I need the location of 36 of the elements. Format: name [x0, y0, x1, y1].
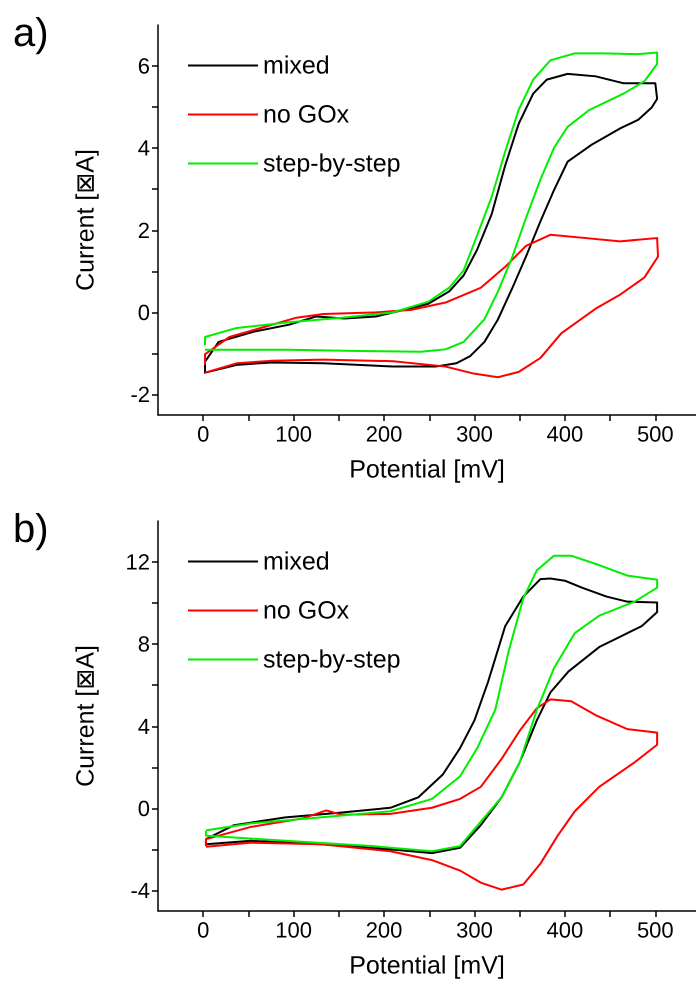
x-tick-label: 100 — [275, 422, 312, 446]
y-tick-label: 12 — [126, 550, 150, 575]
x-axis-title: Potential [mV] — [349, 456, 505, 484]
x-tick-label: 200 — [366, 422, 402, 446]
x-tick-label: 400 — [546, 918, 584, 942]
y-axis-title: Current [⊠A] — [72, 149, 100, 291]
x-tick-label: 0 — [197, 422, 210, 446]
x-tick-label: 500 — [636, 918, 674, 942]
line-series — [204, 234, 660, 378]
legend-label: no GOx — [263, 596, 350, 624]
x-tick-label: 0 — [197, 918, 210, 942]
legend-label: no GOx — [263, 100, 350, 128]
x-tick-label: 400 — [546, 422, 584, 446]
y-tick-label: 0 — [138, 300, 150, 325]
x-tick-label: 100 — [275, 918, 312, 942]
x-axis-title: Potential [mV] — [349, 952, 505, 980]
x-tick-label: 300 — [456, 422, 493, 446]
legend-label: step-by-step — [263, 150, 401, 178]
x-tick-label: 200 — [366, 918, 402, 942]
x-tick-label: 300 — [456, 918, 493, 942]
line-series — [204, 698, 658, 891]
legend-label: mixed — [263, 52, 330, 80]
y-tick-label: 2 — [138, 218, 150, 243]
legend-label: step-by-step — [263, 646, 401, 674]
y-tick-label: 8 — [138, 632, 150, 657]
x-tick-label: 500 — [636, 422, 674, 446]
y-tick-label: -4 — [130, 878, 150, 903]
y-tick-label: 4 — [138, 136, 150, 161]
legend-label: mixed — [263, 548, 330, 576]
chart-title: a) — [13, 11, 49, 55]
y-tick-label: 4 — [138, 714, 150, 739]
y-tick-label: 6 — [138, 54, 150, 79]
y-axis-title: Current [⊠A] — [72, 645, 100, 787]
y-tick-label: -2 — [130, 382, 150, 407]
chart-title: b) — [13, 507, 49, 551]
y-tick-label: 0 — [138, 796, 150, 821]
